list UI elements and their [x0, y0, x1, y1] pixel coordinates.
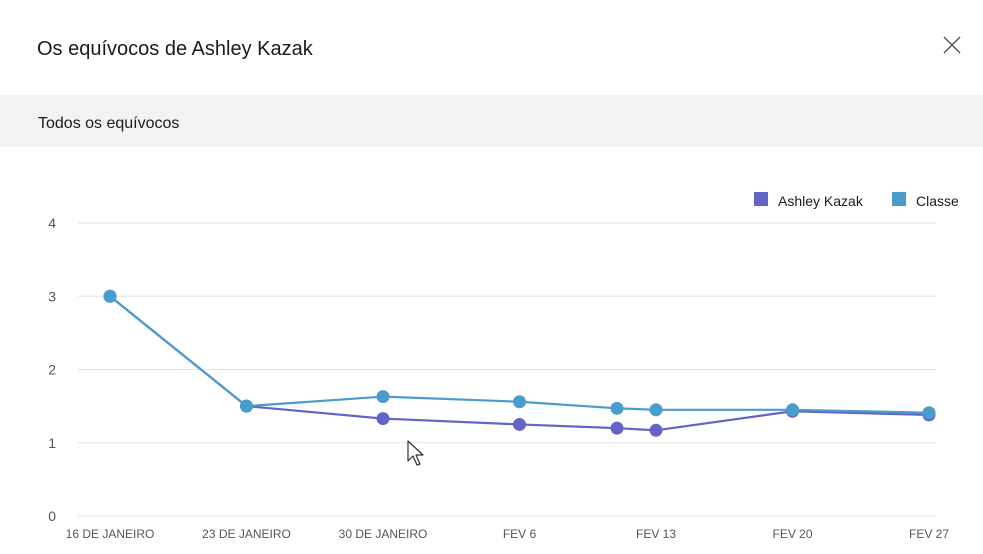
section-header — [0, 95, 983, 147]
data-point[interactable] — [922, 406, 936, 420]
mouse-pointer-icon — [406, 439, 426, 472]
y-tick-label: 0 — [48, 508, 56, 524]
data-point[interactable] — [610, 401, 624, 415]
x-tick-label: FEV 20 — [772, 527, 812, 541]
data-point[interactable] — [649, 403, 663, 417]
data-point[interactable] — [376, 412, 390, 426]
y-tick-label: 3 — [48, 288, 56, 304]
series-line-1 — [109, 295, 930, 414]
data-point[interactable] — [610, 421, 624, 435]
chart-gridlines — [78, 222, 937, 517]
y-tick-label: 4 — [48, 215, 56, 231]
x-tick-label: 23 DE JANEIRO — [202, 527, 291, 541]
section-title: Todos os equívocos — [38, 115, 180, 132]
series-line-0 — [109, 295, 930, 432]
x-tick-label: FEV 13 — [636, 527, 676, 541]
data-point[interactable] — [513, 417, 526, 431]
data-point[interactable] — [240, 399, 253, 413]
close-icon — [943, 36, 961, 54]
data-point[interactable] — [376, 390, 390, 404]
x-tick-label: FEV 27 — [909, 527, 949, 541]
x-tick-label: 30 DE JANEIRO — [339, 527, 428, 541]
data-point[interactable] — [649, 423, 663, 437]
dialog-title: Os equívocos de Ashley Kazak — [37, 38, 313, 60]
x-axis-ticks: 16 DE JANEIRO 23 DE JANEIRO 30 DE JANEIRO F… — [66, 527, 950, 541]
data-point[interactable] — [513, 395, 526, 409]
chart-series — [103, 289, 936, 437]
legend-label: Classe — [916, 193, 959, 209]
data-point[interactable] — [103, 289, 117, 303]
y-axis-ticks: 0 1 2 3 4 — [48, 215, 56, 524]
legend-label: Ashley Kazak — [778, 193, 864, 209]
close-button[interactable] — [938, 31, 966, 59]
legend-swatch — [754, 192, 768, 206]
misconceptions-chart: 0 1 2 3 4 16 DE JANEIRO 23 DE JANEIRO 30 DE JA… — [48, 192, 959, 541]
x-tick-label: 16 DE JANEIRO — [66, 527, 155, 541]
x-tick-label: FEV 6 — [503, 527, 537, 541]
y-tick-label: 1 — [48, 435, 56, 451]
data-point[interactable] — [786, 403, 799, 417]
chart-legend: Ashley Kazak Classe — [754, 192, 959, 209]
y-tick-label: 2 — [48, 362, 56, 378]
legend-swatch — [892, 192, 906, 206]
